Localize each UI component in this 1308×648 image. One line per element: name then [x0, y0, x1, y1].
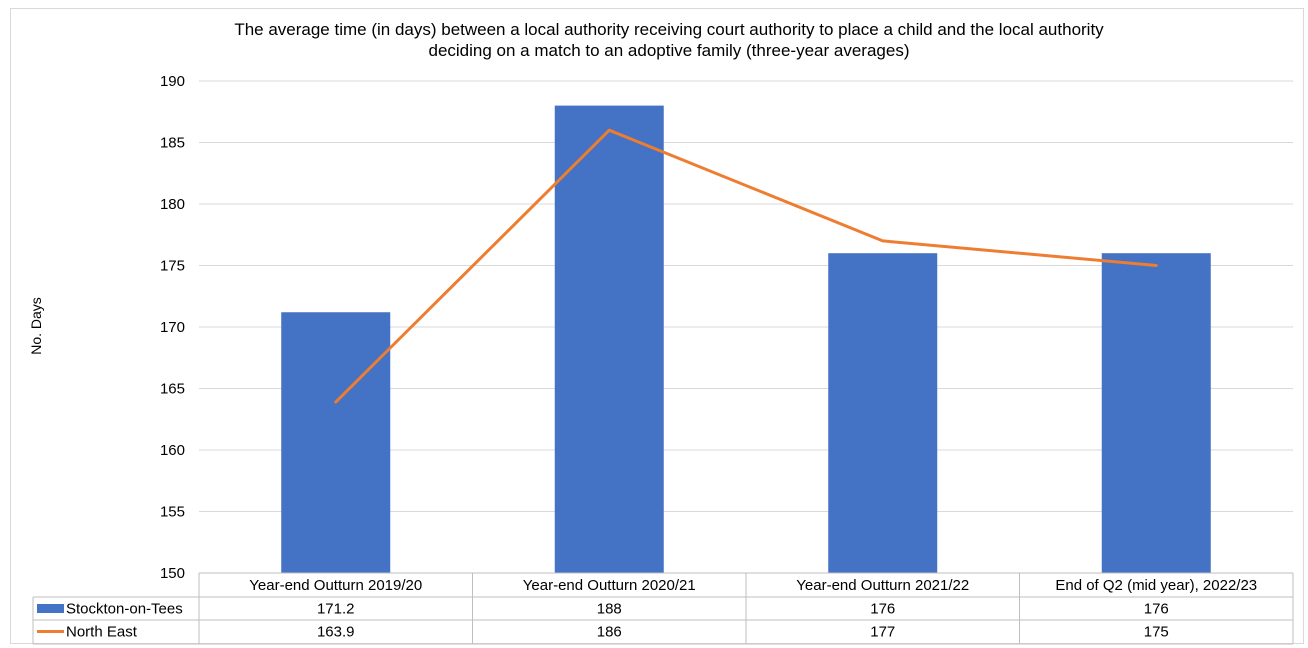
- data-label: 186: [597, 624, 622, 641]
- bar-2: [554, 105, 664, 573]
- y-tick-label: 180: [160, 196, 185, 213]
- legend-swatch-bar: [37, 604, 64, 613]
- x-tick-label: Year-end Outturn 2021/22: [796, 577, 969, 594]
- line-north-east: [334, 128, 1158, 404]
- bar-3: [828, 253, 938, 573]
- data-label: 177: [870, 624, 895, 641]
- legend-label: North East: [66, 624, 138, 641]
- y-tick-label: 175: [160, 258, 185, 275]
- y-tick-label: 155: [160, 504, 185, 521]
- y-tick-label: 170: [160, 319, 185, 336]
- data-label: 176: [870, 601, 895, 618]
- data-label: 163.9: [317, 624, 355, 641]
- data-label: 188: [597, 601, 622, 618]
- data-table: Year-end Outturn 2019/20 Year-end Outturn…: [32, 572, 1294, 645]
- data-label: 175: [1144, 624, 1169, 641]
- bar-4: [1101, 253, 1211, 573]
- y-tick-label: 165: [160, 381, 185, 398]
- x-tick-label: End of Q2 (mid year), 2022/23: [1055, 577, 1257, 594]
- bar-1: [281, 312, 391, 573]
- data-label: 176: [1144, 601, 1169, 618]
- data-label: 171.2: [317, 601, 355, 618]
- y-tick-label: 190: [160, 73, 185, 90]
- x-tick-label: Year-end Outturn 2019/20: [249, 577, 422, 594]
- bar-series: [281, 105, 1211, 573]
- legend-label: Stockton-on-Tees: [66, 601, 183, 618]
- y-tick-labels: 150 155 160 165 170 175 180 185 190: [160, 73, 185, 582]
- y-tick-label: 160: [160, 442, 185, 459]
- x-tick-label: Year-end Outturn 2020/21: [523, 577, 696, 594]
- y-tick-label: 150: [160, 565, 185, 582]
- line-series: [334, 128, 1158, 404]
- chart-title: The average time (in days) between a loc…: [234, 20, 1104, 60]
- y-tick-label: 185: [160, 135, 185, 152]
